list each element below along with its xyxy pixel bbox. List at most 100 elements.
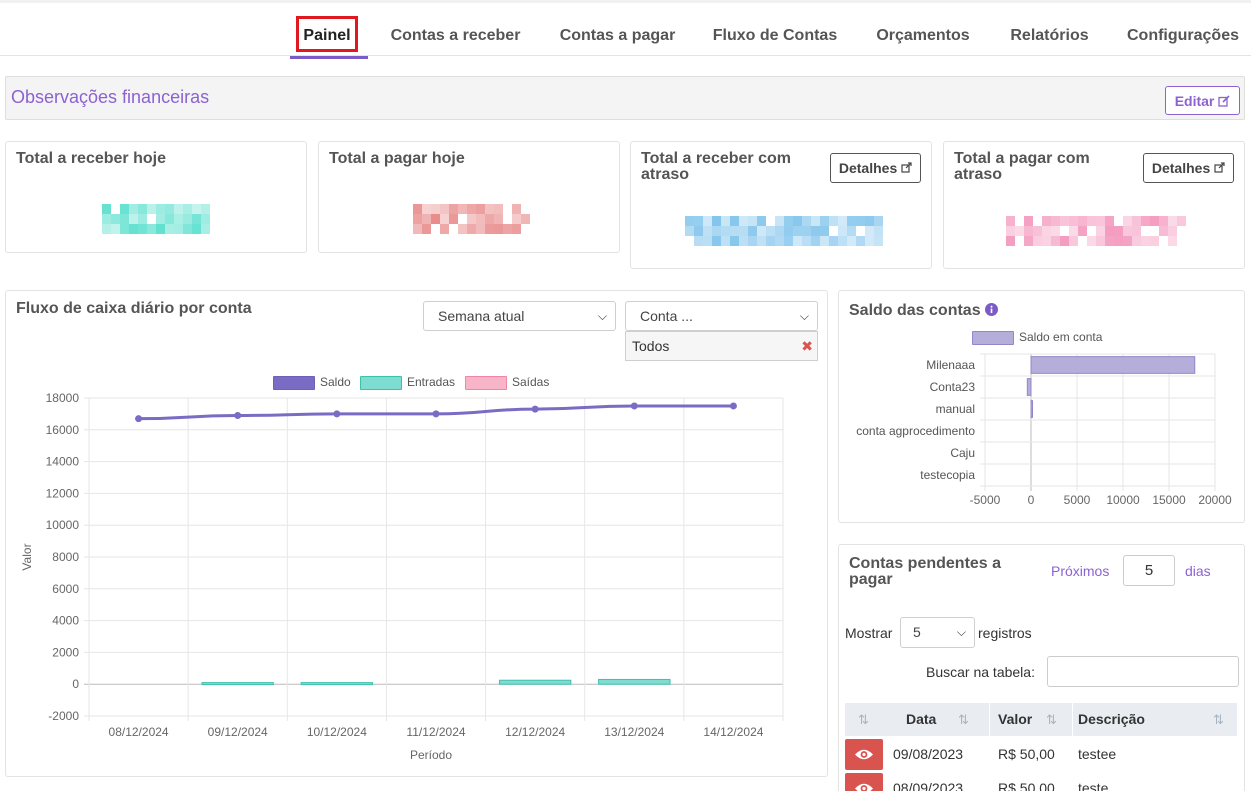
blur-pixel xyxy=(1069,216,1078,226)
view-button[interactable] xyxy=(845,739,883,770)
cell-description: testee xyxy=(1078,746,1117,762)
account-select[interactable]: Conta ... ⌵ xyxy=(625,301,818,331)
blur-pixel xyxy=(494,214,503,224)
account-option-todos[interactable]: Todos ✖ xyxy=(625,331,818,361)
blur-pixel xyxy=(120,204,129,214)
period-select[interactable]: Semana atual ⌵ xyxy=(423,301,616,331)
legend-label: Entradas xyxy=(407,375,456,389)
legend-saldo[interactable]: Saldo xyxy=(273,375,351,390)
blur-pixel xyxy=(820,236,829,246)
x-axis-label: Período xyxy=(410,748,452,762)
blur-pixel xyxy=(1150,216,1159,226)
edit-button[interactable]: Editar xyxy=(1165,86,1240,115)
search-input[interactable] xyxy=(1047,656,1239,687)
sort-icon[interactable]: ⇅ xyxy=(1046,712,1057,727)
next-label: Próximos xyxy=(1051,563,1110,579)
blurred-value xyxy=(102,202,214,240)
column-header-data[interactable]: Data xyxy=(906,711,937,727)
page-size-value: 5 xyxy=(913,624,921,640)
blur-pixel xyxy=(1123,236,1132,246)
cashflow-chart: 18000 16000 14000 12000 10000 8000 6000 4000 200… xyxy=(20,391,784,762)
details-button[interactable]: Detalhes xyxy=(1143,153,1234,183)
blur-pixel xyxy=(512,224,521,234)
blur-pixel xyxy=(129,204,138,214)
balances-panel: Saldo das contas Saldo em conta -5000 0 50… xyxy=(838,290,1245,523)
blur-pixel xyxy=(748,226,757,236)
blur-pixel xyxy=(165,204,174,214)
card-title: Total a pagar com atraso xyxy=(954,151,1090,183)
blur-pixel xyxy=(847,236,856,246)
blur-pixel xyxy=(147,224,156,234)
blur-pixel xyxy=(1069,236,1078,246)
blur-pixel xyxy=(1015,226,1024,236)
legend-saldo-em-conta[interactable]: Saldo em conta xyxy=(972,330,1102,345)
view-button[interactable] xyxy=(845,773,883,791)
edit-label: Editar xyxy=(1174,92,1215,109)
tab-configuracoes[interactable]: Configurações xyxy=(1126,27,1239,44)
blur-pixel xyxy=(721,236,730,246)
search-label: Buscar na tabela: xyxy=(926,664,1035,680)
blur-pixel xyxy=(1168,216,1177,226)
column-header-valor[interactable]: Valor xyxy=(998,711,1033,727)
blur-pixel xyxy=(1033,236,1042,246)
blur-pixel xyxy=(521,214,530,224)
blur-pixel xyxy=(111,214,120,224)
card-title: Total a receber com atraso xyxy=(641,151,791,183)
tab-contas-a-receber[interactable]: Contas a receber xyxy=(390,27,521,44)
remove-option-icon[interactable]: ✖ xyxy=(801,338,813,354)
details-button[interactable]: Detalhes xyxy=(830,153,921,183)
blurred-value xyxy=(413,202,531,240)
blur-pixel xyxy=(1060,216,1069,226)
blur-pixel xyxy=(1006,216,1015,226)
tab-painel[interactable]: Painel xyxy=(290,6,368,59)
blur-pixel xyxy=(120,214,129,224)
records-label: registros xyxy=(978,625,1032,641)
blur-pixel xyxy=(739,226,748,236)
legend-saidas[interactable]: Saídas xyxy=(465,375,549,390)
blur-pixel xyxy=(1105,226,1114,236)
sort-icon[interactable]: ⇅ xyxy=(1213,712,1224,727)
sort-icon[interactable]: ⇅ xyxy=(958,712,969,727)
tab-orcamentos[interactable]: Orçamentos xyxy=(876,27,970,44)
blur-pixel xyxy=(413,204,422,214)
blur-pixel xyxy=(413,224,422,234)
blur-pixel xyxy=(192,214,201,224)
card-payable-today: Total a pagar hoje xyxy=(318,141,620,253)
blur-pixel xyxy=(829,216,838,226)
blur-pixel xyxy=(485,224,494,234)
blur-pixel xyxy=(458,224,467,234)
legend-entradas[interactable]: Entradas xyxy=(360,375,455,390)
active-tab-highlight xyxy=(296,16,358,52)
column-header-descricao[interactable]: Descrição xyxy=(1078,711,1145,727)
blur-pixel xyxy=(766,236,775,246)
pending-title-line: Contas pendentes a xyxy=(849,555,1002,572)
blur-pixel xyxy=(748,236,757,246)
blur-pixel xyxy=(503,224,512,234)
blur-pixel xyxy=(1078,226,1087,236)
tab-relatorios[interactable]: Relatórios xyxy=(1010,27,1089,44)
blur-pixel xyxy=(730,236,739,246)
blur-pixel xyxy=(784,226,793,236)
page-size-select[interactable]: 5 ⌵ xyxy=(900,617,975,648)
blur-pixel xyxy=(1177,216,1186,226)
y-axis-label: Valor xyxy=(20,543,34,570)
tab-contas-a-pagar[interactable]: Contas a pagar xyxy=(559,27,676,44)
blur-pixel xyxy=(1105,236,1114,246)
blur-pixel xyxy=(440,214,449,224)
days-input[interactable]: 5 xyxy=(1123,555,1175,586)
blur-pixel xyxy=(476,224,485,234)
blur-pixel xyxy=(485,214,494,224)
blur-pixel xyxy=(802,236,811,246)
blur-pixel xyxy=(712,236,721,246)
x-tick-label: 5000 xyxy=(1064,493,1091,507)
x-tick-label: 11/12/2024 xyxy=(406,725,465,739)
info-icon[interactable] xyxy=(985,303,999,316)
blur-pixel xyxy=(431,204,440,214)
blur-pixel xyxy=(811,236,820,246)
blur-pixel xyxy=(694,236,703,246)
sort-icon[interactable]: ⇅ xyxy=(858,712,869,727)
tab-fluxo-de-contas[interactable]: Fluxo de Contas xyxy=(712,27,838,44)
card-title: Total a pagar hoje xyxy=(329,150,465,167)
eye-icon xyxy=(855,749,873,760)
blurred-value xyxy=(685,214,883,252)
